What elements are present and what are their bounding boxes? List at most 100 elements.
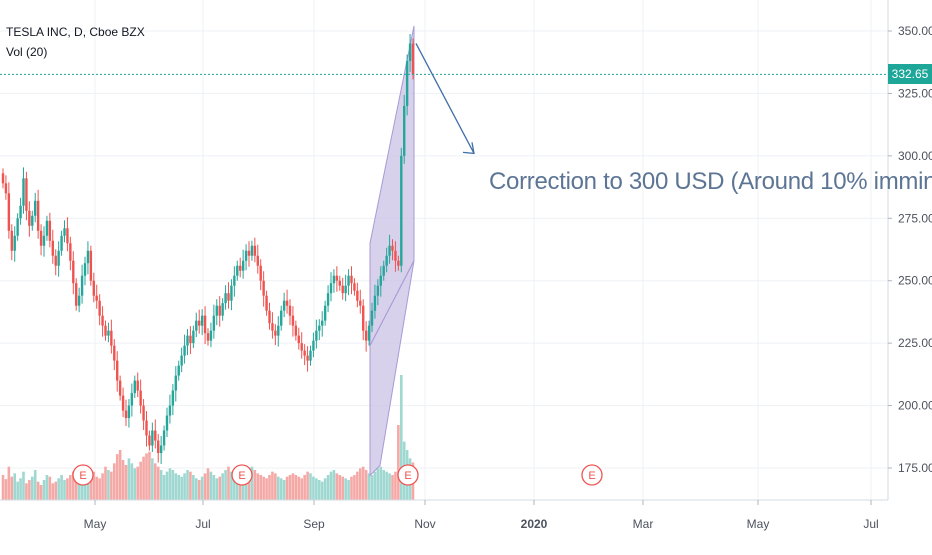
candle-body <box>36 200 40 231</box>
channel-pattern-lower <box>369 260 415 477</box>
earnings-marker[interactable]: E <box>72 464 94 486</box>
candle-body <box>367 325 371 341</box>
volume-bar <box>133 468 137 500</box>
candle-body <box>297 335 300 344</box>
volume-bar <box>183 473 186 500</box>
candle-body <box>280 310 283 326</box>
volume-bar <box>115 454 119 500</box>
y-tick-label: 350.00 <box>898 24 932 38</box>
volume-bar <box>358 468 362 500</box>
volume-bar <box>16 481 19 500</box>
volume-bar <box>350 476 353 500</box>
candle-body <box>306 355 309 361</box>
volume-bar <box>294 475 298 500</box>
volume-bar <box>303 475 306 500</box>
volume-bar <box>224 470 227 500</box>
volume-bar <box>130 463 134 500</box>
volume-bar <box>189 471 192 500</box>
candle-body <box>364 330 368 341</box>
candle-body <box>391 245 394 251</box>
volume-bar <box>171 470 175 500</box>
candle-body <box>168 405 172 416</box>
candle-body <box>110 330 113 346</box>
candle-body <box>411 43 415 75</box>
candle-body <box>159 445 163 454</box>
candle-body <box>241 260 245 271</box>
candle-body <box>353 283 356 291</box>
volume-bar <box>48 476 52 500</box>
volume-bar <box>300 478 304 500</box>
volume-bar <box>399 375 403 500</box>
volume-bar <box>66 478 69 500</box>
candle-body <box>51 240 54 256</box>
volume-bar <box>139 461 142 500</box>
candle-body <box>373 295 377 311</box>
candle-body <box>274 330 277 336</box>
volume-bar <box>33 470 37 500</box>
volume-legend[interactable]: Vol (20) <box>6 45 48 59</box>
candle-body <box>227 293 230 301</box>
candle-body <box>300 343 303 351</box>
candle-body <box>218 305 221 316</box>
volume-bar <box>391 475 394 500</box>
candle-body <box>294 325 298 336</box>
volume-bar <box>235 476 239 500</box>
earnings-marker[interactable]: E <box>231 464 253 486</box>
volume-bar <box>71 471 75 500</box>
candle-body <box>16 218 19 236</box>
volume-bar <box>89 475 93 500</box>
candle-body <box>265 295 268 311</box>
volume-bar <box>194 478 198 500</box>
earnings-circle <box>397 464 419 486</box>
candle-body <box>118 380 122 396</box>
symbol-legend[interactable]: TESLA INC, D, Cboe BZX <box>6 25 145 39</box>
volume-bar <box>306 471 309 500</box>
volume-bar <box>42 480 46 500</box>
candle-body <box>151 430 154 446</box>
volume-bar <box>151 458 154 500</box>
volume-bar <box>4 479 8 500</box>
volume-bar <box>315 478 318 500</box>
candle-body <box>288 305 292 316</box>
volume-bar <box>274 473 277 500</box>
earnings-circle <box>581 464 603 486</box>
earnings-marker[interactable]: E <box>397 464 419 486</box>
volume-bar <box>221 473 224 500</box>
chart-legend: TESLA INC, D, Cboe BZX Vol (20) <box>6 22 145 62</box>
volume-bar <box>338 475 342 500</box>
candle-body <box>45 220 49 236</box>
candle-body <box>165 415 169 431</box>
candle-body <box>28 210 31 226</box>
earnings-marker[interactable]: E <box>581 464 603 486</box>
volume-bar <box>317 480 321 500</box>
volume-bar <box>353 475 356 500</box>
candle-body <box>359 300 362 306</box>
volume-bar <box>36 481 40 500</box>
candle-body <box>107 330 110 336</box>
volume-bar <box>282 480 286 500</box>
volume-bar <box>323 478 327 500</box>
volume-bar <box>297 476 301 500</box>
volume-bar <box>165 471 169 500</box>
correction-annotation[interactable]: Correction to 300 USD (Around 10% immine… <box>489 168 932 195</box>
y-tick-label: 325.00 <box>898 86 932 100</box>
volume-bar <box>162 475 166 500</box>
volume-bar <box>335 473 339 500</box>
volume-bar <box>268 475 271 500</box>
volume-bar <box>174 473 178 500</box>
candle-body <box>247 250 251 256</box>
candle-body <box>136 380 139 391</box>
candle-body <box>89 250 93 281</box>
volume-bar <box>13 473 17 500</box>
volume-bar <box>177 475 181 500</box>
volume-bar <box>92 471 96 500</box>
volume-bar <box>127 458 131 500</box>
time-axis[interactable]: May Jul Sep Nov 2020 Mar May Jul <box>84 500 879 531</box>
candle-body <box>180 355 183 366</box>
price-axis[interactable]: 175.00 200.00 225.00 250.00 275.00 300.00 325.… <box>888 24 932 475</box>
candle-body <box>133 380 136 394</box>
volume-bar <box>341 476 345 500</box>
candle-body <box>198 320 201 326</box>
